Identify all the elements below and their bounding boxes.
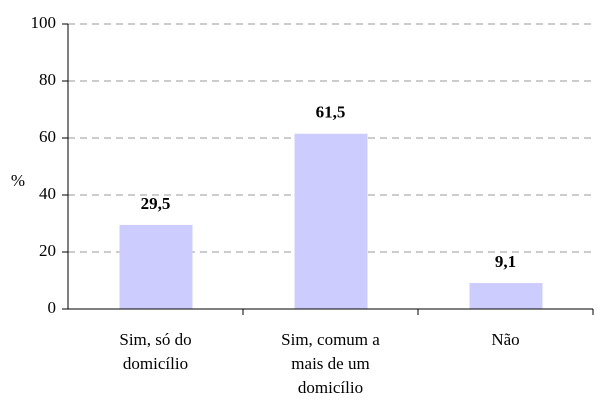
y-tick-label: 100 — [31, 13, 57, 32]
value-label: 29,5 — [141, 194, 171, 213]
bar — [469, 283, 543, 309]
y-tick-label: 60 — [39, 127, 56, 146]
bar — [119, 224, 193, 309]
y-tick-label: 20 — [39, 241, 56, 260]
bar — [294, 133, 368, 309]
y-tick-label: 80 — [39, 70, 56, 89]
y-axis-label: % — [11, 171, 25, 190]
y-tick-label: 0 — [48, 298, 57, 317]
x-tick-label: Não — [491, 330, 520, 349]
value-label: 9,1 — [495, 252, 516, 271]
x-tick-label: Sim, comum a mais de um domicílio — [281, 330, 380, 397]
y-tick-label: 40 — [39, 184, 56, 203]
value-label: 61,5 — [316, 103, 346, 122]
x-tick-label: Sim, só do domicílio — [119, 330, 192, 373]
